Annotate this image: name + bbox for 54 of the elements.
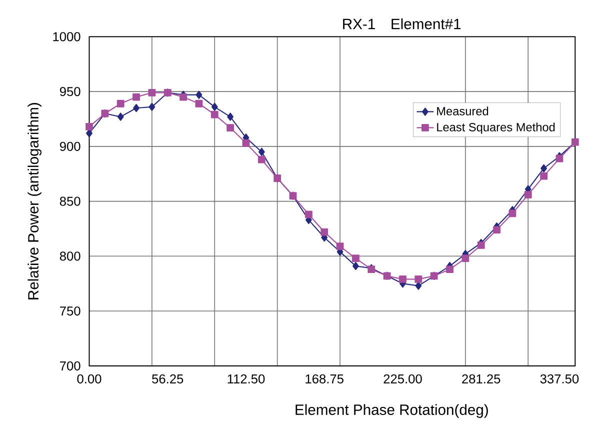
point (86, 122, 93, 130)
point (540, 172, 548, 180)
point (556, 154, 564, 162)
point (180, 93, 187, 101)
x-tick-label: 225.00 (384, 374, 422, 384)
point (86, 129, 92, 138)
x-tick-label: 0.00 (77, 374, 102, 384)
point (226, 124, 234, 132)
point (227, 112, 234, 121)
point (414, 275, 422, 283)
point (196, 90, 202, 99)
point (320, 228, 328, 236)
x-axis-title: Element Phase Rotation(deg) (296, 404, 488, 418)
point (462, 254, 470, 262)
x-tick-label: 337.50 (540, 374, 579, 384)
legend-label: Least Squares Method (437, 122, 555, 134)
y-tick-label: 700 (60, 361, 80, 370)
point (352, 262, 359, 270)
y-tick-label: 900 (60, 142, 80, 151)
y-tick-label: 800 (60, 251, 80, 261)
point (304, 210, 312, 218)
point (258, 148, 265, 156)
point (211, 102, 218, 111)
point (148, 102, 156, 111)
point (336, 242, 344, 250)
y-tick-label: 750 (60, 306, 80, 316)
y-tick-label: 850 (60, 196, 80, 206)
point (524, 190, 532, 198)
y-tick-label: 1000 (53, 32, 80, 42)
x-tick-label: 112.50 (228, 374, 265, 384)
y-tick-label: 950 (60, 86, 80, 96)
point (210, 110, 218, 118)
point (116, 100, 124, 108)
point (446, 265, 454, 273)
chart-title: RX-1 Element#1 (343, 18, 461, 30)
point (540, 164, 548, 172)
point (352, 254, 360, 262)
point (477, 241, 485, 249)
point (258, 156, 266, 164)
x-tick-label: 168.75 (306, 374, 344, 384)
point (493, 226, 500, 234)
point (132, 93, 140, 101)
point (399, 275, 406, 283)
point (195, 100, 203, 108)
point (415, 282, 422, 290)
point (117, 112, 124, 121)
point (508, 210, 516, 217)
x-tick-label: 56.25 (152, 374, 184, 384)
y-axis-title: Relative Power (antilogarithm) (28, 102, 42, 300)
legend-label: Measured (437, 106, 488, 116)
point (133, 104, 140, 112)
point (242, 139, 250, 147)
point (148, 88, 156, 96)
x-tick-label: 281.25 (462, 374, 500, 384)
